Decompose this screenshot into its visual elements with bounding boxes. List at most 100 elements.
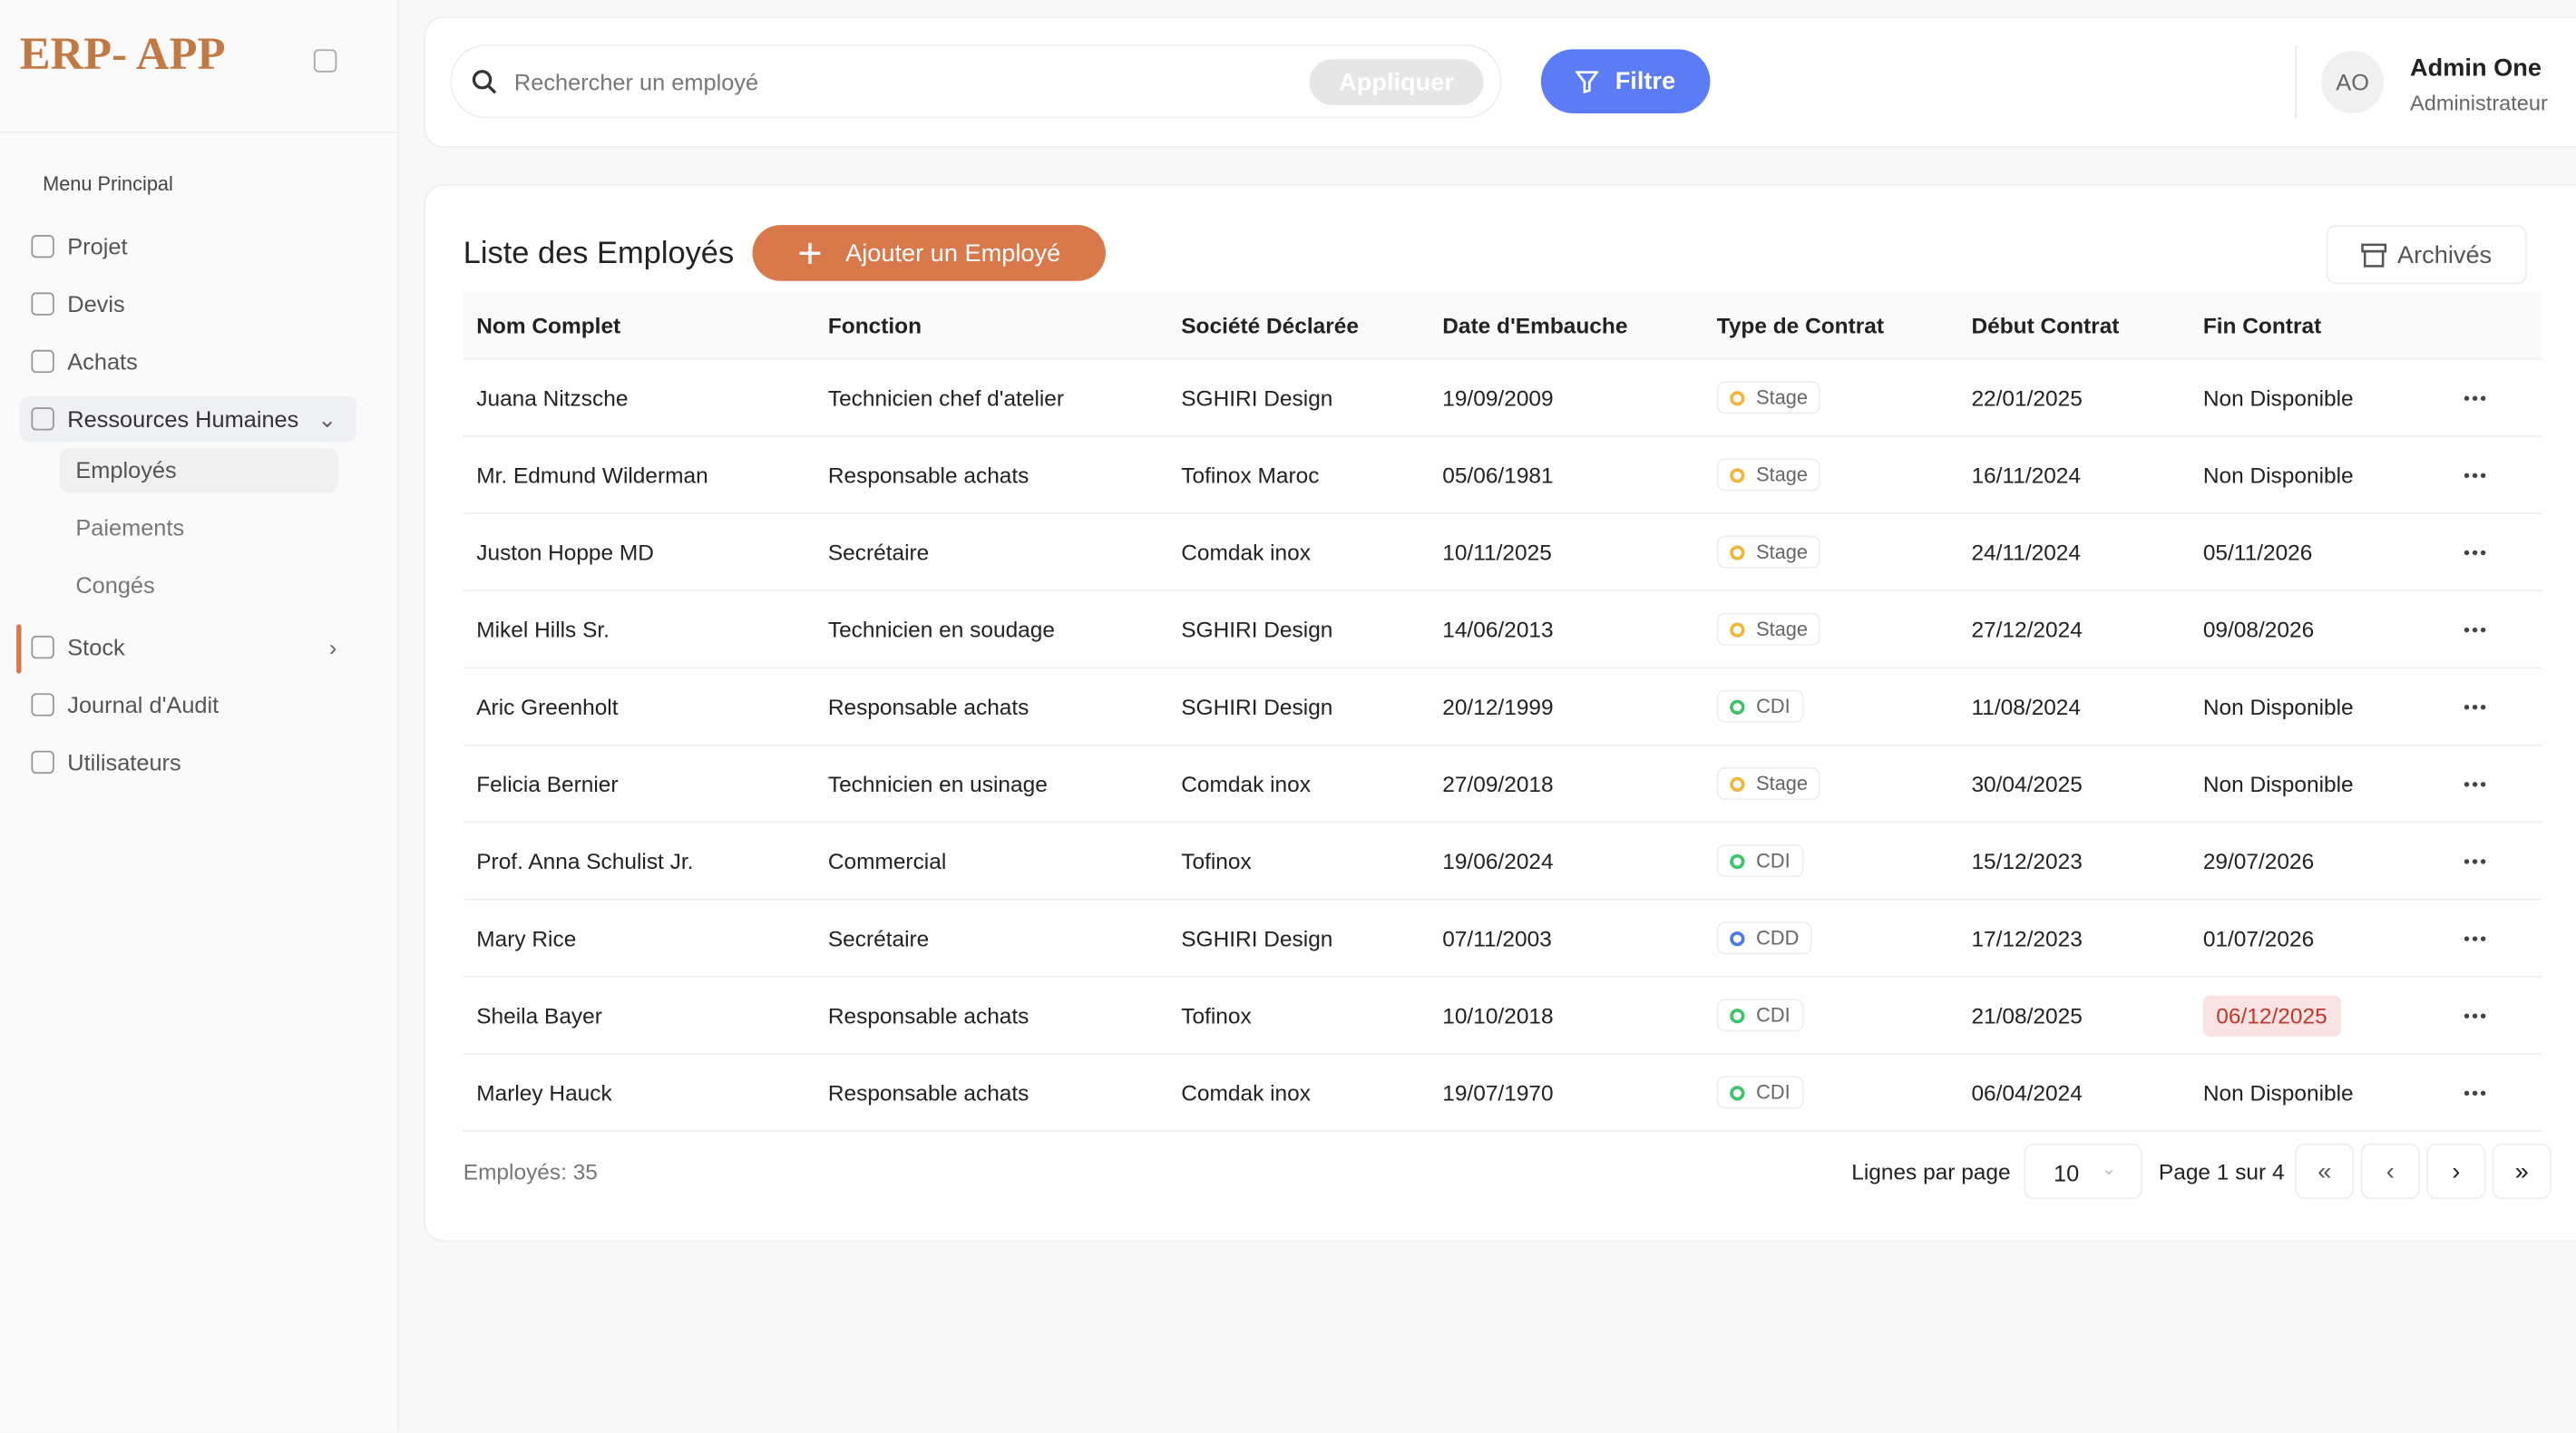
nav-item[interactable]: Utilisateurs (20, 739, 356, 785)
row-actions[interactable] (2427, 668, 2542, 746)
column-header: Date d'Embauche (1429, 292, 1704, 360)
table-row[interactable]: Sheila Bayer Responsable achats Tofinox 10/… (463, 976, 2542, 1055)
table-row[interactable]: Mr. Edmund Wilderman Responsable achats To… (463, 435, 2542, 514)
contract-type: Stage (1756, 618, 1808, 641)
dot (2472, 395, 2478, 401)
prev-page[interactable]: ‹ (2360, 1143, 2420, 1200)
submenu-item[interactable]: Paiements (75, 513, 185, 541)
table-cell: Stage (1703, 513, 1958, 592)
table-cell: Felicia Bernier (463, 745, 815, 824)
table-cell: Stage (1703, 358, 1958, 437)
search-icon (472, 70, 497, 94)
menu-section: Menu Principal (43, 172, 173, 196)
nav-label: Stock (67, 634, 125, 661)
table-cell: 19/06/2024 (1429, 822, 1704, 901)
nav-item[interactable]: Journal d'Audit (20, 682, 356, 728)
row-actions[interactable] (2427, 899, 2542, 978)
dot (2472, 935, 2478, 941)
table-cell: 24/11/2024 (1957, 513, 2191, 592)
contract-type: CDI (1756, 695, 1791, 718)
table-cell: 27/12/2024 (1957, 590, 2191, 669)
badge-dot (1730, 544, 1745, 560)
row-actions[interactable] (2427, 513, 2542, 592)
nav-item[interactable]: Stock › (20, 624, 356, 670)
rows-per-page-select[interactable]: 10 ⌄ (2024, 1143, 2142, 1200)
sidebar: ERP- APP Menu Principal Projet Devis Achat… (0, 0, 400, 1433)
nav-label: Journal d'Audit (67, 691, 220, 718)
add-employee-button[interactable]: + Ajouter un Employé (752, 225, 1106, 281)
nav-item[interactable]: Ressources Humaines ⌄ (19, 395, 357, 443)
collapse-toggle[interactable] (313, 49, 337, 73)
table-row[interactable]: Mary Rice Secrétaire SGHIRI Design 07/11/20… (463, 899, 2542, 978)
table-cell: Comdak inox (1167, 513, 1429, 592)
table-cell: Stage (1703, 590, 1958, 669)
employee-table: Nom Complet Fonction Société Déclarée Date … (463, 292, 2542, 1132)
contract-type: Stage (1756, 385, 1808, 409)
archived-button[interactable]: Archivés (2326, 225, 2527, 285)
divider (2295, 45, 2298, 119)
table-cell: Mary Rice (463, 899, 815, 978)
dot (2480, 704, 2486, 709)
nav-item[interactable]: Devis (20, 281, 356, 327)
nav-item[interactable]: Achats (20, 338, 356, 385)
table-cell: 09/08/2026 (2190, 590, 2428, 669)
table-cell: Secrétaire (815, 513, 1168, 592)
search-box[interactable]: Rechercher un employé Appliquer (450, 44, 1502, 119)
filter-button[interactable]: Filtre (1540, 49, 1711, 113)
row-actions[interactable] (2427, 358, 2542, 437)
contract-type: CDI (1756, 849, 1791, 872)
table-cell: 27/09/2018 (1429, 745, 1704, 824)
table-row[interactable]: Aric Greenholt Responsable achats SGHIRI D… (463, 668, 2542, 746)
table-row[interactable]: Marley Hauck Responsable achats Comdak ino… (463, 1053, 2542, 1132)
column-header: Fonction (815, 292, 1168, 360)
row-actions[interactable] (2427, 435, 2542, 514)
row-actions[interactable] (2427, 822, 2542, 901)
first-page[interactable]: « (2295, 1143, 2355, 1200)
row-actions[interactable] (2427, 1053, 2542, 1132)
table-cell: Technicien en soudage (815, 590, 1168, 669)
table-row[interactable]: Felicia Bernier Technicien en usinage Comd… (463, 745, 2542, 824)
nav-label: Devis (67, 290, 125, 317)
row-actions[interactable] (2427, 745, 2542, 824)
row-actions[interactable] (2427, 590, 2542, 669)
table-row[interactable]: Mikel Hills Sr. Technicien en soudage SGHI… (463, 590, 2542, 669)
table-cell: 10/11/2025 (1429, 513, 1704, 592)
table-cell: 06/04/2024 (1957, 1053, 2191, 1132)
logo: ERP- APP (19, 29, 226, 81)
contract-badge: Stage (1716, 535, 1821, 569)
table-cell: 17/12/2023 (1957, 899, 2191, 978)
avatar[interactable]: AO (2321, 51, 2385, 113)
nav-item[interactable]: Projet (20, 223, 356, 269)
ellipsis-icon (2464, 626, 2542, 632)
table-cell: Stage (1703, 745, 1958, 824)
rows-per-page-value: 10 (2054, 1159, 2080, 1186)
column-header: Début Contrat (1957, 292, 2191, 360)
dot (2472, 781, 2478, 786)
table-cell: 29/07/2026 (2190, 822, 2428, 901)
table-row[interactable]: Juston Hoppe MD Secrétaire Comdak inox 10/1… (463, 513, 2542, 592)
row-actions[interactable] (2427, 976, 2542, 1055)
table-cell: 19/07/1970 (1429, 1053, 1704, 1132)
badge-dot (1730, 853, 1745, 869)
table-row[interactable]: Prof. Anna Schulist Jr. Commercial Tofinox… (463, 822, 2542, 901)
table-cell: CDI (1703, 976, 1958, 1055)
table-cell: Sheila Bayer (463, 976, 815, 1055)
submenu-item[interactable]: Congés (75, 571, 155, 599)
contract-badge: CDD (1716, 921, 1812, 955)
dot (2464, 472, 2470, 478)
dot (2472, 626, 2478, 632)
dot (2472, 472, 2478, 478)
table-row[interactable]: Juana Nitzsche Technicien chef d'atelier S… (463, 358, 2542, 437)
contract-badge: Stage (1716, 381, 1821, 414)
next-page[interactable]: › (2426, 1143, 2486, 1200)
badge-dot (1730, 1008, 1745, 1023)
last-page[interactable]: » (2492, 1143, 2552, 1200)
archive-icon (2361, 242, 2387, 267)
column-header: Société Déclarée (1167, 292, 1429, 360)
apply-button[interactable]: Appliquer (1309, 59, 1484, 105)
contract-type: CDI (1756, 1080, 1791, 1105)
table-cell: 07/11/2003 (1429, 899, 1704, 978)
submenu-item[interactable]: Employés (59, 448, 339, 493)
nav-icon (31, 750, 54, 775)
